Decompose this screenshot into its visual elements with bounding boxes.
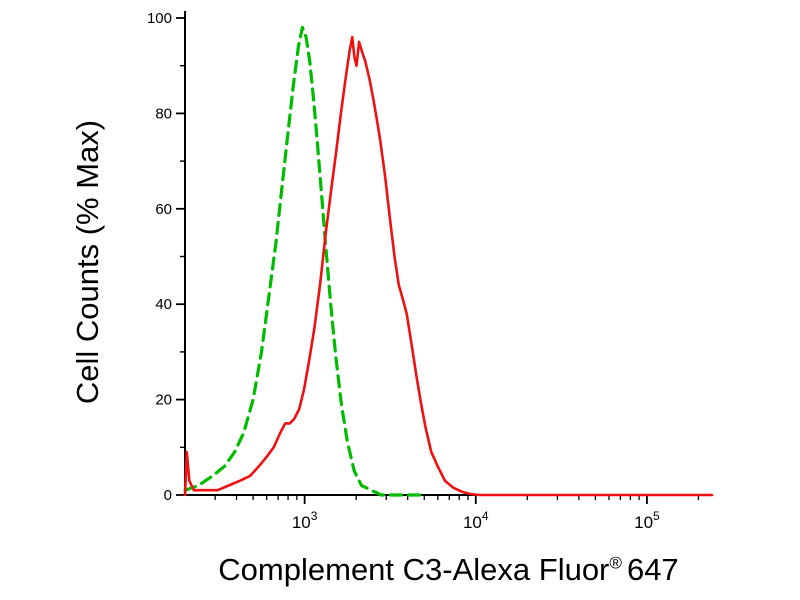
x-axis-title-main: Complement C3-Alexa Fluor — [218, 552, 610, 587]
y-tick-label: 40 — [155, 296, 172, 313]
x-axis-title-suffix: 647 — [626, 552, 679, 587]
registered-trademark-icon: ® — [609, 553, 622, 573]
x-tick-label: 104 — [463, 509, 489, 532]
y-tick-label: 20 — [155, 392, 172, 409]
y-tick-label: 80 — [155, 105, 172, 122]
red-solid-curve — [183, 35, 714, 497]
x-tick-label: 103 — [292, 509, 318, 532]
y-tick-label: 0 — [164, 487, 172, 504]
y-tick-label: 60 — [155, 201, 172, 218]
x-axis-title: Complement C3-Alexa Fluor® 647 — [185, 552, 712, 588]
x-tick-label: 105 — [634, 509, 660, 532]
y-tick-label: 100 — [147, 10, 172, 27]
green-dashed-curve — [183, 25, 426, 497]
